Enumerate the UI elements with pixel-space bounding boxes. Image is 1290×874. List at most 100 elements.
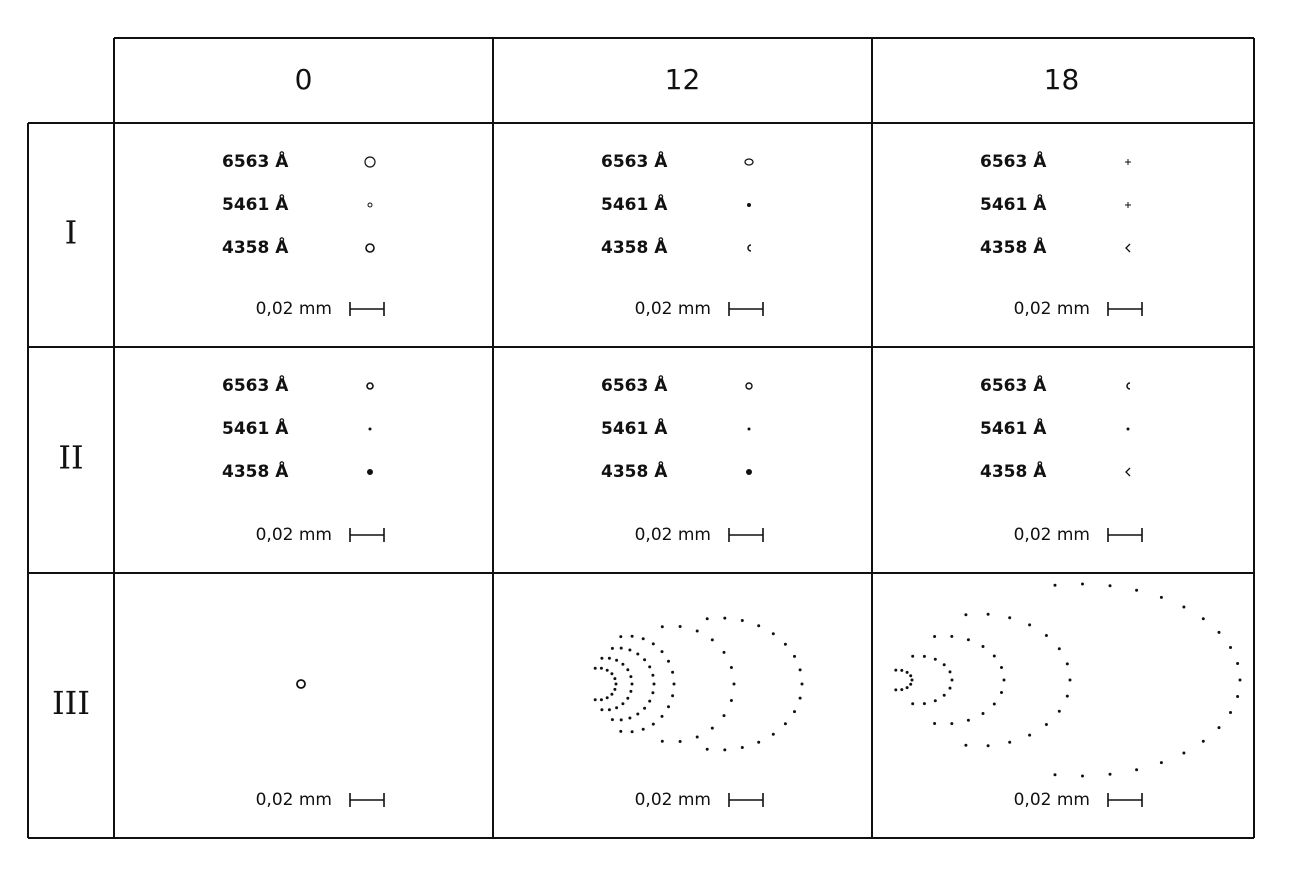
wavelength-label: 5461 Å [601,416,668,439]
spot-dot [986,612,990,616]
row-label: I [65,214,78,252]
spot-dot [740,619,744,622]
spot-dot [1008,740,1012,744]
spot-dot [600,656,604,660]
spot-dot [894,668,898,672]
spot [747,203,751,207]
scale-bar [1107,302,1143,316]
scale-bar [728,302,764,316]
spot-dot [626,668,630,672]
wavelength-label: 5461 Å [980,416,1047,439]
row-label: III [52,684,90,722]
spot-dot [643,706,647,710]
spot [1125,467,1131,477]
spot-dot [630,730,634,734]
spot-dot [981,645,985,648]
spot-dot [619,635,623,639]
spot-dot [771,732,775,736]
scale-bar [349,528,385,542]
spot-dot [610,672,614,676]
spot-dot [660,739,664,743]
spot-dot [629,675,633,679]
spot-dot [678,740,682,743]
spot-dot [641,637,645,641]
spot-dot [757,740,761,744]
spot [744,158,754,166]
spot-dot [600,708,604,712]
spot-dot [1081,582,1084,586]
spot-dot [793,710,796,714]
spot-dot [1028,623,1032,627]
spot-dot [740,746,744,749]
spot-dot [1008,616,1012,620]
spot-dot [729,699,733,702]
spot-dot [630,634,634,638]
spot-dot [922,702,926,706]
wavelength-label: 5461 Å [222,192,289,215]
scale-label: 0,02 mm [256,790,332,810]
wavelength-label: 5461 Å [980,192,1047,215]
spot-dot [900,688,904,692]
spot-dot [695,735,699,739]
spot-dot [1217,726,1221,730]
spot-dot [599,666,603,670]
scale-label: 0,02 mm [256,299,332,319]
scale-label: 0,02 mm [256,525,332,545]
spot-dot [605,668,609,672]
spot-dot [798,668,802,672]
spot-dot [621,702,625,706]
spot-dot [599,698,603,702]
spot-dot [981,712,985,715]
spot-dot [636,712,640,716]
spot-dot [1002,678,1006,682]
spot-dot [964,743,968,747]
spot-dot [630,682,634,686]
spot-dot [922,654,926,658]
column-header: 0 [295,63,313,96]
spot-dot [911,654,915,658]
spot-dot [615,706,619,710]
spot [746,469,752,475]
spot-dot [651,691,655,695]
spot-dot [1000,666,1003,669]
wavelength-label: 4358 Å [980,459,1047,482]
spot-dot [966,718,970,722]
spot-dot [950,678,954,682]
spot-dot [619,646,623,650]
spot-dot [1135,768,1139,772]
spot-dot [660,625,664,629]
spot-dot [1236,662,1240,665]
spot-dot [1201,617,1205,621]
scale-bar [728,793,764,807]
spot-dot [894,688,898,692]
spot-dot [710,638,714,642]
scale-bar [1107,793,1143,807]
spot-dot [732,682,736,686]
spot-dot [613,677,617,681]
spot [368,427,372,431]
spot-dot [1236,695,1240,698]
spot-dot [643,658,647,662]
spot-dot [1201,739,1205,743]
spot-dot [933,657,937,661]
spot-dot [613,687,617,691]
spot-dot [722,650,726,654]
scale-bar [1107,528,1143,542]
spot-dot [1229,646,1232,649]
spot [1126,427,1130,431]
spot-dot [651,722,655,726]
spot-dot [636,652,640,656]
spot-dot [607,656,611,660]
spot-dot [1000,691,1003,694]
table-grid [27,37,1255,839]
scale-label: 0,02 mm [1014,525,1090,545]
spot-dot [1229,711,1232,714]
spot [366,382,374,390]
spot-dot [628,648,632,652]
spot-dot [610,646,614,650]
spot-dot [905,670,909,674]
spot-dot [1053,773,1057,777]
spot-dot [1057,647,1061,651]
scale-bar [349,793,385,807]
